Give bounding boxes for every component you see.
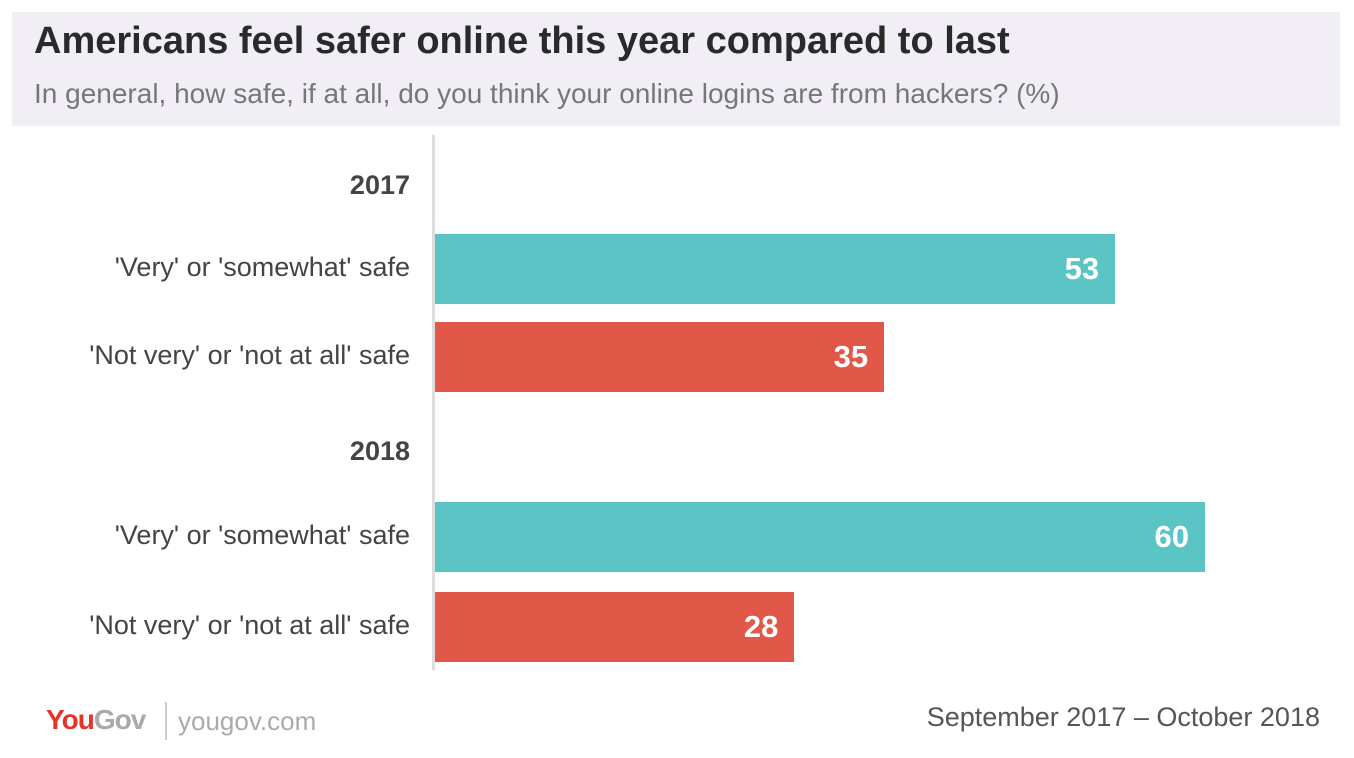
- group-label: 2018: [349, 436, 410, 466]
- bar: 53: [435, 234, 1116, 304]
- footer-divider: [165, 702, 167, 740]
- data-label: 28: [743, 609, 779, 644]
- category-label: 'Very' or 'somewhat' safe: [114, 520, 410, 550]
- bar: 28: [435, 592, 795, 662]
- category-label: 'Not very' or 'not at all' safe: [89, 340, 410, 370]
- chart-subtitle: In general, how safe, if at all, do you …: [34, 78, 1060, 109]
- site-url: yougov.com: [178, 706, 317, 736]
- chart-header: Americans feel safer online this year co…: [12, 12, 1340, 126]
- category-label: 'Not very' or 'not at all' safe: [89, 610, 410, 640]
- yougov-logo: YouGov: [46, 704, 146, 735]
- data-label: 53: [1064, 251, 1100, 286]
- date-range: September 2017 – October 2018: [926, 702, 1320, 732]
- chart-title: Americans feel safer online this year co…: [34, 20, 1010, 62]
- category-label: 'Very' or 'somewhat' safe: [114, 252, 410, 282]
- data-label: 60: [1154, 519, 1189, 554]
- bar: 35: [435, 322, 885, 392]
- group-label: 2017: [349, 170, 410, 200]
- y-axis-line: [432, 135, 435, 670]
- data-label: 35: [833, 339, 869, 374]
- bar: 60: [435, 502, 1205, 572]
